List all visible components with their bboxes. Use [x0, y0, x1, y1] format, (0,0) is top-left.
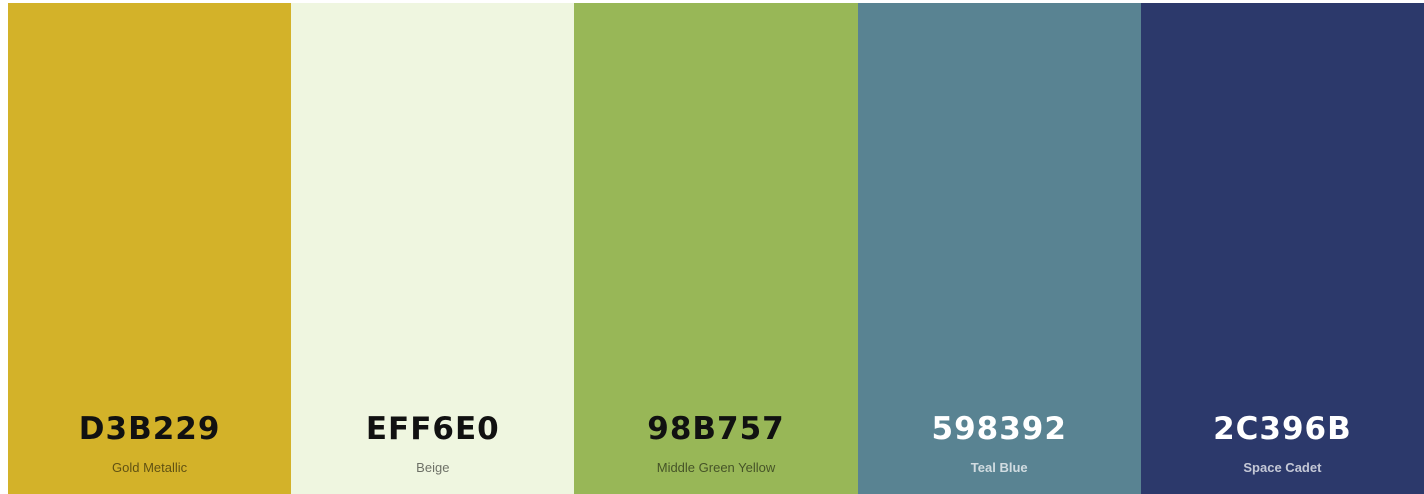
hex-code[interactable]: 98B757: [647, 411, 785, 447]
color-name: Space Cadet: [1243, 460, 1322, 475]
swatch-gold-metallic[interactable]: D3B229 Gold Metallic: [8, 3, 292, 494]
swatch-middle-green-yellow[interactable]: 98B757 Middle Green Yellow: [574, 3, 858, 494]
swatch-space-cadet[interactable]: 2C396B Space Cadet: [1140, 3, 1424, 494]
hex-code[interactable]: 2C396B: [1213, 411, 1352, 447]
hex-code[interactable]: EFF6E0: [365, 411, 500, 447]
swatch-beige[interactable]: EFF6E0 Beige: [291, 3, 575, 494]
color-name: Middle Green Yellow: [656, 460, 776, 475]
hex-code[interactable]: D3B229: [78, 411, 221, 447]
swatch-teal-blue[interactable]: 598392 Teal Blue: [857, 3, 1141, 494]
color-name: Beige: [416, 460, 450, 475]
color-palette: D3B229 Gold Metallic EFF6E0 Beige 98B757…: [8, 3, 1424, 494]
color-name: Teal Blue: [970, 460, 1028, 475]
hex-code[interactable]: 598392: [931, 411, 1067, 447]
color-name: Gold Metallic: [112, 460, 188, 475]
